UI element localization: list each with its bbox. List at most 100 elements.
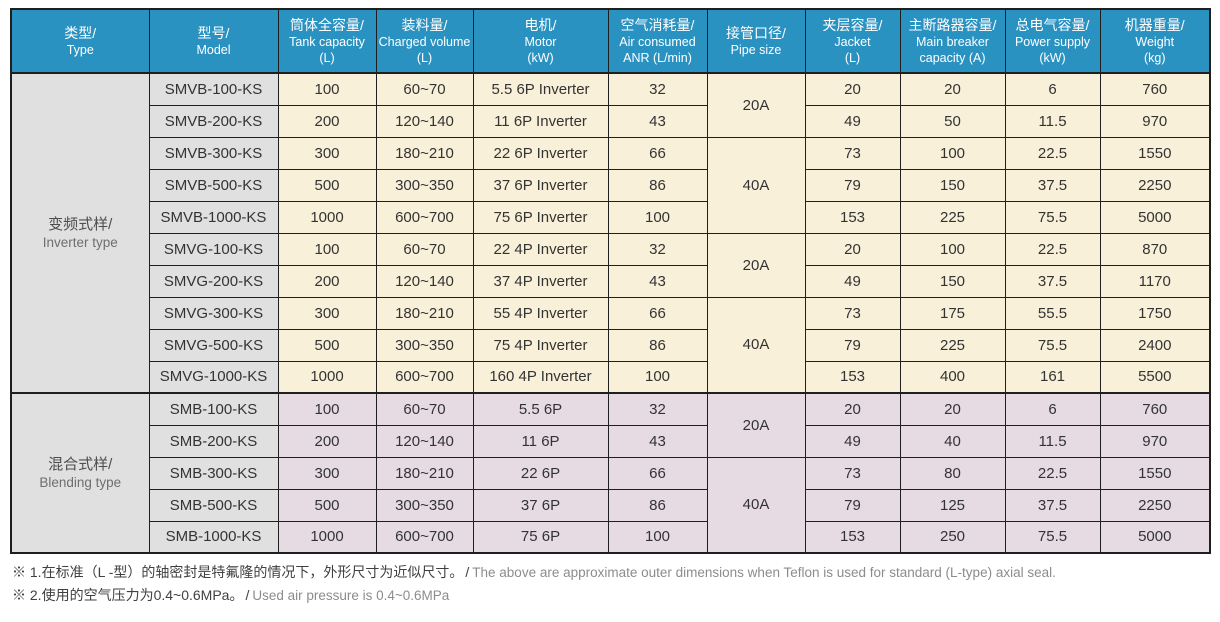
- table-row: SMB-200-KS 200 120~140 11 6P 43 49 40 11…: [11, 424, 1211, 458]
- col-header-type: 类型/Type: [10, 8, 150, 74]
- cell-type-inverter: 变频式样/Inverter type: [10, 72, 150, 394]
- cell-tank-capacity: 300: [277, 296, 377, 330]
- cell-charged-volume: 300~350: [375, 168, 474, 202]
- cell-model: SMB-1000-KS: [148, 520, 279, 554]
- cell-model: SMVG-200-KS: [148, 264, 279, 298]
- cell-pipe-size: 20A: [706, 232, 806, 298]
- table-row: SMVB-300-KS 300 180~210 22 6P Inverter 6…: [11, 136, 1211, 234]
- cell-main-breaker: 400: [899, 360, 1006, 394]
- table-row: 混合式样/Blending type SMB-100-KS 100 60~70 …: [10, 392, 1211, 554]
- cell-motor: 75 4P Inverter: [472, 328, 609, 362]
- footnote-separator: /: [465, 564, 470, 580]
- cell-motor: 55 4P Inverter: [472, 296, 609, 330]
- cell-tank-capacity: 100: [277, 392, 377, 426]
- col-header-model: 型号/Model: [148, 8, 279, 74]
- cell-charged-volume: 180~210: [375, 456, 474, 490]
- cell-weight: 1750: [1099, 296, 1211, 330]
- header-zh: 主断路器容量/: [908, 16, 997, 33]
- header-en: Jacket: [834, 34, 871, 49]
- cell-motor: 11 6P Inverter: [472, 104, 609, 138]
- cell-main-breaker: 125: [899, 488, 1006, 522]
- cell-power-supply: 6: [1004, 392, 1101, 426]
- header-zh: 装料量/: [401, 16, 448, 33]
- cell-tank-capacity: 500: [277, 168, 377, 202]
- cell-main-breaker: 225: [899, 328, 1006, 362]
- cell-air-consumed: 100: [607, 360, 708, 394]
- cell-charged-volume: 300~350: [375, 328, 474, 362]
- header-zh: 接管口径/: [726, 24, 786, 41]
- header-unit: (L): [319, 50, 335, 65]
- cell-power-supply: 11.5: [1004, 104, 1101, 138]
- cell-jacket: 73: [804, 456, 901, 490]
- header-en: Power supply: [1014, 34, 1091, 49]
- cell-main-breaker: 250: [899, 520, 1006, 554]
- cell-tank-capacity: 200: [277, 104, 377, 138]
- type-label-en: Blending type: [39, 475, 122, 490]
- cell-weight: 2250: [1099, 488, 1211, 522]
- cell-main-breaker: 80: [899, 456, 1006, 490]
- cell-main-breaker: 150: [899, 264, 1006, 298]
- cell-model: SMVB-1000-KS: [148, 200, 279, 234]
- cell-tank-capacity: 300: [277, 456, 377, 490]
- spec-table: 类型/Type 型号/Model 筒体全容量/Tank capacity (L) …: [10, 8, 1211, 554]
- cell-power-supply: 37.5: [1004, 264, 1101, 298]
- cell-air-consumed: 43: [607, 104, 708, 138]
- cell-main-breaker: 100: [899, 136, 1006, 170]
- table-row: SMVG-300-KS 300 180~210 55 4P Inverter 6…: [11, 296, 1211, 394]
- cell-air-consumed: 32: [607, 392, 708, 426]
- cell-air-consumed: 32: [607, 232, 708, 266]
- footnote-2: ※ 2.使用的空气压力为0.4~0.6MPa。 / Used air pressur…: [12, 584, 1209, 607]
- cell-power-supply: 22.5: [1004, 456, 1101, 490]
- header-zh: 型号/: [197, 24, 230, 41]
- cell-jacket: 20: [804, 232, 901, 266]
- cell-weight: 1550: [1099, 136, 1211, 170]
- cell-weight: 5500: [1099, 360, 1211, 394]
- cell-pipe-size: 40A: [706, 296, 806, 394]
- cell-motor: 37 4P Inverter: [472, 264, 609, 298]
- header-zh: 机器重量/: [1124, 16, 1185, 33]
- cell-tank-capacity: 200: [277, 424, 377, 458]
- table-row: SMVG-500-KS 500 300~350 75 4P Inverter 8…: [11, 328, 1211, 362]
- cell-power-supply: 37.5: [1004, 488, 1101, 522]
- cell-tank-capacity: 100: [277, 72, 377, 106]
- cell-jacket: 49: [804, 424, 901, 458]
- cell-air-consumed: 100: [607, 200, 708, 234]
- header-en: Type: [66, 42, 94, 57]
- header-en: Weight: [1135, 34, 1175, 49]
- footnote-1: ※ 1.在标准（L -型）的轴密封是特氟隆的情况下，外形尺寸为近似尺寸。 / The…: [12, 561, 1209, 584]
- type-label-en: Inverter type: [42, 235, 118, 250]
- table-body: 变频式样/Inverter type SMVB-100-KS 100 60~70…: [10, 72, 1211, 554]
- table-row: SMVB-1000-KS 1000 600~700 75 6P Inverter…: [11, 200, 1211, 234]
- cell-motor: 5.5 6P: [472, 392, 609, 426]
- cell-tank-capacity: 500: [277, 328, 377, 362]
- cell-tank-capacity: 200: [277, 264, 377, 298]
- cell-motor: 160 4P Inverter: [472, 360, 609, 394]
- header-zh: 类型/: [64, 24, 97, 41]
- header-zh: 筒体全容量/: [290, 16, 364, 33]
- header-unit: (L): [844, 50, 861, 65]
- cell-tank-capacity: 500: [277, 488, 377, 522]
- col-header-power-supply: 总电气容量/Power supply (kW): [1004, 8, 1101, 74]
- page: 类型/Type 型号/Model 筒体全容量/Tank capacity (L) …: [10, 8, 1211, 607]
- cell-main-breaker: 175: [899, 296, 1006, 330]
- cell-power-supply: 11.5: [1004, 424, 1101, 458]
- cell-tank-capacity: 100: [277, 232, 377, 266]
- cell-charged-volume: 600~700: [375, 360, 474, 394]
- cell-pipe-size: 20A: [706, 72, 806, 138]
- cell-air-consumed: 100: [607, 520, 708, 554]
- cell-jacket: 20: [804, 72, 901, 106]
- footnotes: ※ 1.在标准（L -型）的轴密封是特氟隆的情况下，外形尺寸为近似尺寸。 / The…: [10, 554, 1209, 607]
- cell-air-consumed: 86: [607, 328, 708, 362]
- footnote-zh: ※ 1.在标准（L -型）的轴密封是特氟隆的情况下，外形尺寸为近似尺寸。: [12, 564, 464, 580]
- header-unit: capacity (A): [919, 50, 986, 65]
- col-header-air-consumed: 空气消耗量/Air consumed ANR (L/min): [607, 8, 708, 74]
- col-header-tank-capacity: 筒体全容量/Tank capacity (L): [277, 8, 377, 74]
- footnote-en: Used air pressure is 0.4~0.6MPa: [252, 588, 450, 603]
- cell-air-consumed: 43: [607, 264, 708, 298]
- cell-jacket: 49: [804, 104, 901, 138]
- cell-power-supply: 75.5: [1004, 520, 1101, 554]
- cell-charged-volume: 600~700: [375, 520, 474, 554]
- header-zh: 电机/: [524, 16, 557, 33]
- cell-motor: 11 6P: [472, 424, 609, 458]
- cell-tank-capacity: 300: [277, 136, 377, 170]
